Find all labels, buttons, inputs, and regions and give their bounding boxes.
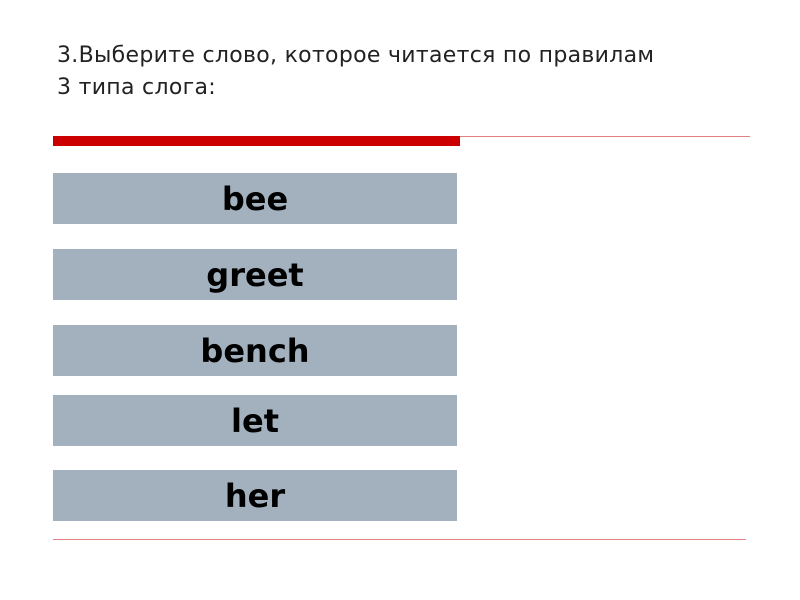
option-let[interactable]: let: [53, 395, 457, 446]
option-bee[interactable]: bee: [53, 173, 457, 224]
question-title: 3.Выберите слово, которое читается по пр…: [57, 43, 655, 100]
accent-bar: [53, 136, 460, 146]
divider-top: [460, 136, 750, 137]
option-bench[interactable]: bench: [53, 325, 457, 376]
option-her[interactable]: her: [53, 470, 457, 521]
divider-bottom: [53, 539, 746, 540]
option-greet[interactable]: greet: [53, 249, 457, 300]
